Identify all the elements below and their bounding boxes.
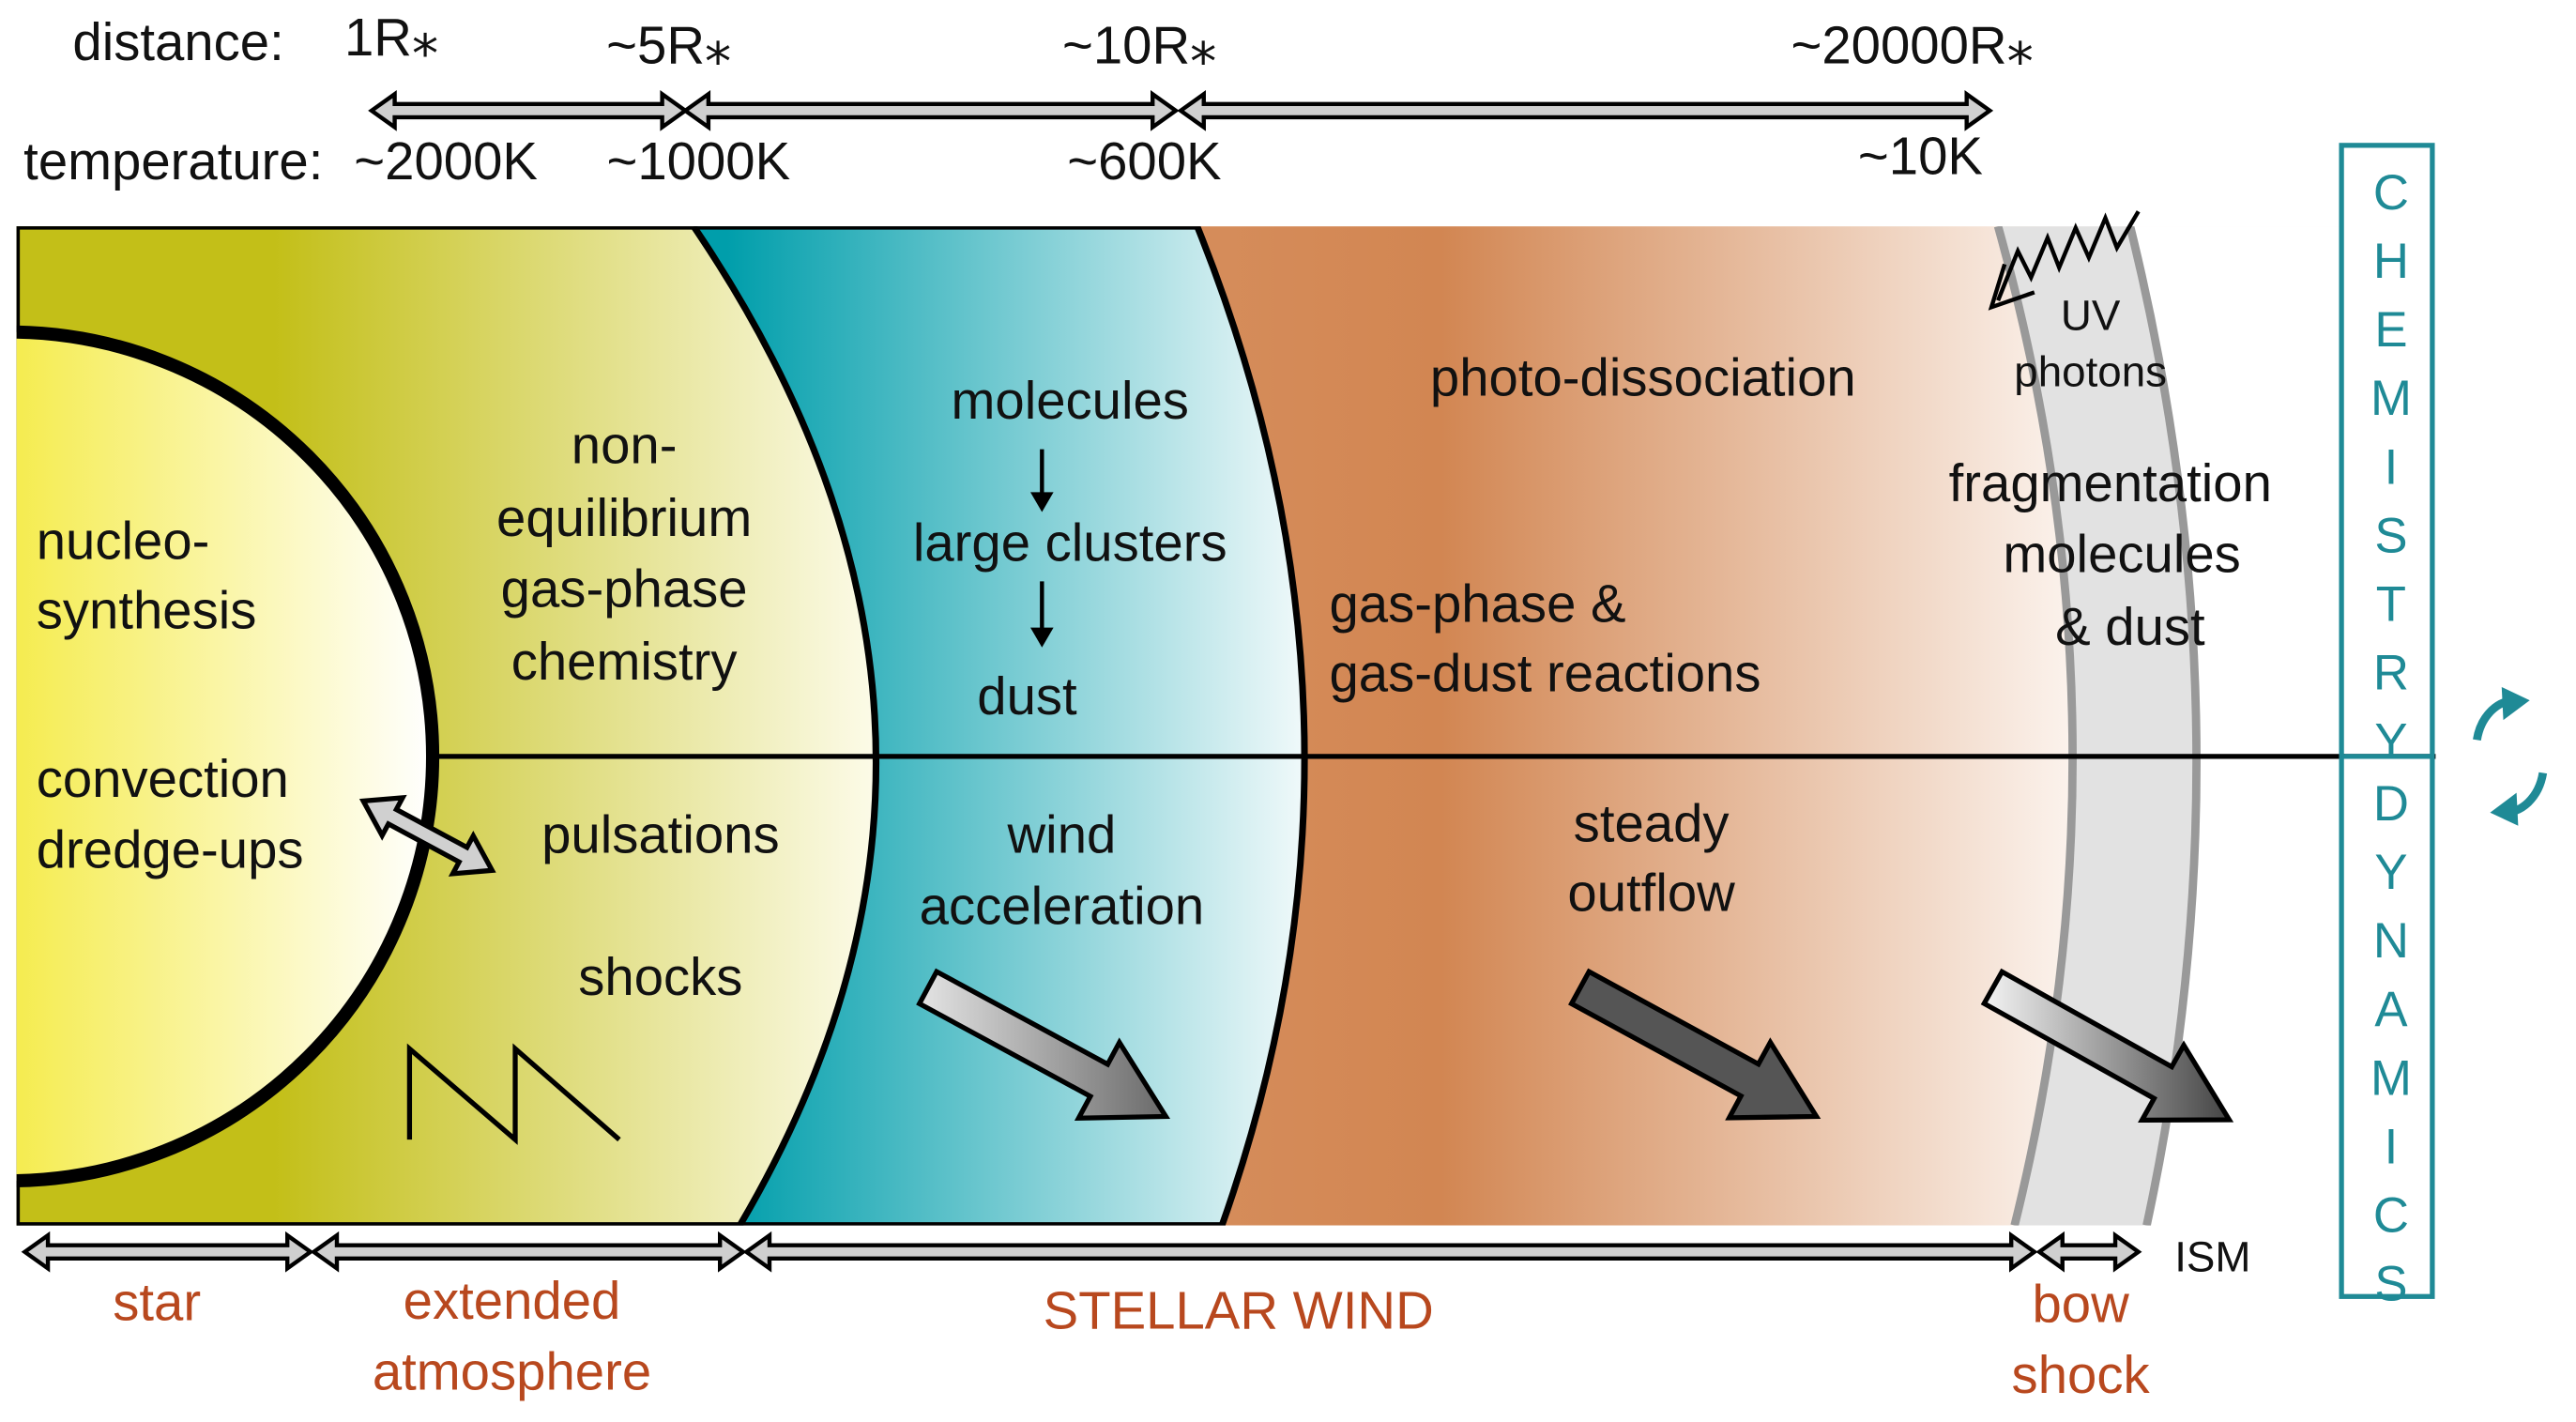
range-arrow xyxy=(310,1231,747,1273)
bow-shock-band xyxy=(1998,226,2197,1226)
label: convection xyxy=(37,749,289,808)
label: acceleration xyxy=(920,876,1205,935)
sidebar-box xyxy=(2339,143,2435,1299)
ism-zone xyxy=(2129,226,2345,1226)
label: UV xyxy=(2061,292,2121,340)
range-arrow xyxy=(21,1231,314,1273)
label: gas-dust reactions xyxy=(1329,643,1761,702)
label: ISM xyxy=(2174,1233,2250,1281)
flow-arrow xyxy=(916,968,1171,1121)
label: ~20000R⁎ xyxy=(1791,16,2034,75)
label: STELLAR WIND xyxy=(1044,1281,1434,1340)
label: photons xyxy=(2014,348,2167,396)
label: ~600K xyxy=(1067,131,1221,191)
label: gas-phase xyxy=(501,559,748,619)
label: dredge-ups xyxy=(37,820,304,879)
label: shock xyxy=(2012,1345,2151,1404)
layout: distance: temperature: 1R⁎ ~5R⁎ ~10R⁎ ~20000R… xyxy=(21,8,2418,1404)
label: molecules xyxy=(952,371,1189,430)
flow-arrow xyxy=(358,794,496,877)
zones xyxy=(16,226,2345,1226)
label: & dust xyxy=(2055,597,2205,656)
label: atmosphere xyxy=(373,1342,651,1401)
label: steady xyxy=(1574,793,1730,852)
range-arrow xyxy=(742,1231,2038,1273)
label: temperature: xyxy=(23,131,323,191)
star xyxy=(16,325,439,1188)
down-arrow-head xyxy=(1030,492,1054,512)
label: star xyxy=(113,1273,201,1332)
label: chemistry xyxy=(511,632,739,691)
label: large clusters xyxy=(913,512,1227,572)
label: non- xyxy=(572,415,678,474)
label: pulsations xyxy=(541,805,780,864)
shock-zigzag xyxy=(406,1043,621,1145)
uv-head xyxy=(1988,263,2035,311)
label: 1R⁎ xyxy=(344,8,438,67)
label: ~2000K xyxy=(354,131,538,191)
sidebar-label: DYNAMICS xyxy=(2363,776,2418,1325)
label: distance: xyxy=(72,12,283,71)
flow-arrow xyxy=(1980,968,2234,1124)
label: gas-phase & xyxy=(1329,573,1625,633)
cycle-head xyxy=(2490,792,2519,826)
label: extended xyxy=(404,1271,621,1330)
label: fragmentation xyxy=(1949,453,2272,512)
label: wind xyxy=(1007,805,1117,864)
label: ~5R⁎ xyxy=(606,16,731,75)
sidebar-label: CHEMISTRY xyxy=(2363,165,2418,783)
label: shocks xyxy=(578,947,742,1006)
down-arrow-head xyxy=(1030,627,1054,648)
label: dust xyxy=(977,666,1077,726)
uv-wave xyxy=(1996,210,2141,302)
label: ~10K xyxy=(1858,127,1983,186)
range-arrow xyxy=(2035,1231,2142,1273)
label: synthesis xyxy=(37,580,257,639)
label: nucleo- xyxy=(37,512,210,571)
flow-arrow xyxy=(1568,968,1821,1121)
label: equilibrium xyxy=(496,488,752,547)
label: outflow xyxy=(1567,863,1735,922)
label: molecules xyxy=(2003,525,2240,584)
bow-inner xyxy=(1993,226,2077,1226)
cycle-icon xyxy=(2473,696,2548,818)
range-arrow xyxy=(1177,90,1994,131)
cycle-head xyxy=(2501,686,2530,721)
label: ~1000K xyxy=(606,131,790,191)
range-arrow xyxy=(368,90,690,131)
label: photo-dissociation xyxy=(1430,347,1856,406)
label: bow xyxy=(2032,1274,2129,1333)
range-arrow xyxy=(681,90,1180,131)
label: ~10R⁎ xyxy=(1062,16,1216,75)
